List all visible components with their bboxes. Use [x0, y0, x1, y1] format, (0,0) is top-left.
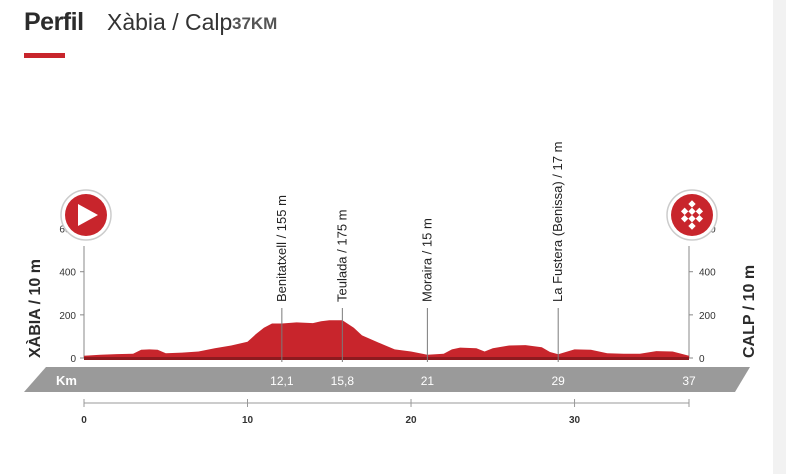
km-marker-label: 12,1	[270, 374, 294, 388]
waypoint-label: La Fustera (Benissa) / 17 m	[550, 142, 565, 302]
route-distance: 37KM	[232, 14, 278, 33]
y-tick-label-left: 0	[70, 354, 76, 365]
icons-layer: XÀBIA / 10 m CALP / 10 m	[25, 189, 758, 358]
waypoint-label: Benitatxell / 155 m	[274, 195, 289, 302]
start-play-glyph	[78, 204, 98, 226]
y-tick-label-right: 0	[699, 354, 705, 365]
waypoint-label: Moraira / 15 m	[419, 218, 434, 302]
km-marker-label: 15,8	[331, 374, 355, 388]
x-tick-label: 30	[569, 415, 581, 426]
y-tick-label-right: 400	[699, 268, 716, 279]
elevation-area	[84, 320, 689, 358]
km-bar	[24, 367, 750, 392]
km-marker-label: 29	[552, 374, 566, 388]
checker-square	[688, 200, 696, 208]
title-underline	[24, 53, 65, 58]
km-bar-layer: Km 12,1 15,8 21 29 37 0 10 20 30	[24, 367, 750, 426]
finish-location-label: CALP / 10 m	[741, 265, 758, 358]
start-location-label: XÀBIA / 10 m	[25, 259, 44, 358]
profile-area-layer	[84, 320, 689, 360]
axes-layer: 00200200400400600600	[59, 225, 716, 365]
checker-square	[695, 215, 704, 223]
checker-square	[680, 214, 689, 223]
route-name: Xàbia / Calp	[107, 9, 233, 35]
page-edge-strip	[773, 0, 786, 474]
x-tick-label: 10	[242, 415, 254, 426]
y-tick-label-right: 200	[699, 311, 716, 322]
km-bar-label: Km	[56, 373, 77, 388]
km-marker-label: 21	[421, 374, 435, 388]
km-marker-label: 37	[682, 374, 696, 388]
y-tick-label-left: 400	[59, 268, 76, 279]
y-tick-label-left: 200	[59, 311, 76, 322]
waypoints-layer: Benitatxell / 155 m Teulada / 175 m Morair…	[274, 142, 565, 362]
page-title: Perfil	[24, 8, 84, 36]
checker-square	[695, 207, 704, 216]
waypoint-label: Teulada / 175 m	[334, 209, 349, 302]
x-tick-label: 20	[405, 415, 417, 426]
x-tick-label: 0	[81, 415, 87, 426]
profile-base-line	[84, 357, 689, 360]
checker-square	[688, 222, 696, 230]
